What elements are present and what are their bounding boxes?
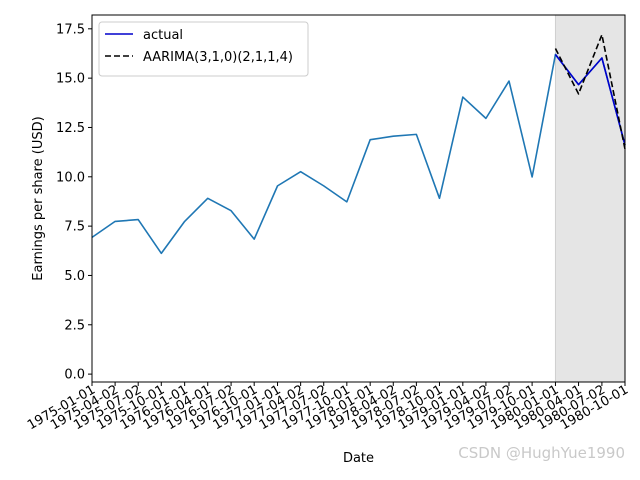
y-tick-label: 12.5 <box>56 121 85 136</box>
y-axis-ticks: 0.0 2.5 5.0 7.5 10.0 12.5 15.0 17.5 <box>56 22 92 383</box>
forecast-region-rect <box>555 15 625 382</box>
y-tick-label: 2.5 <box>64 318 85 333</box>
x-axis-ticks: 1975-01-011975-04-021975-07-021975-10-01… <box>25 382 631 433</box>
legend-label: actual <box>143 28 183 43</box>
y-tick-label: 7.5 <box>64 220 85 235</box>
forecast-shaded-region <box>554 15 625 382</box>
y-axis-title: Earnings per share (USD) <box>31 116 46 280</box>
y-tick-label: 17.5 <box>56 22 85 37</box>
series-line-2 <box>554 33 626 150</box>
y-tick-label: 15.0 <box>56 72 85 87</box>
watermark: CSDN @HughYue1990 <box>458 444 625 462</box>
series-layer <box>91 33 626 255</box>
x-axis-title: Date <box>343 451 374 466</box>
y-tick-label: 5.0 <box>64 269 85 284</box>
series-line-0 <box>91 53 626 255</box>
y-tick-label: 0.0 <box>64 368 85 383</box>
plot-frame <box>91 14 626 383</box>
legend-label: AARIMA(3,1,0)(2,1,1,4) <box>143 50 293 65</box>
legend-box <box>98 21 309 77</box>
y-tick-label: 10.0 <box>56 170 85 185</box>
legend: actual AARIMA(3,1,0)(2,1,1,4) <box>98 21 309 77</box>
